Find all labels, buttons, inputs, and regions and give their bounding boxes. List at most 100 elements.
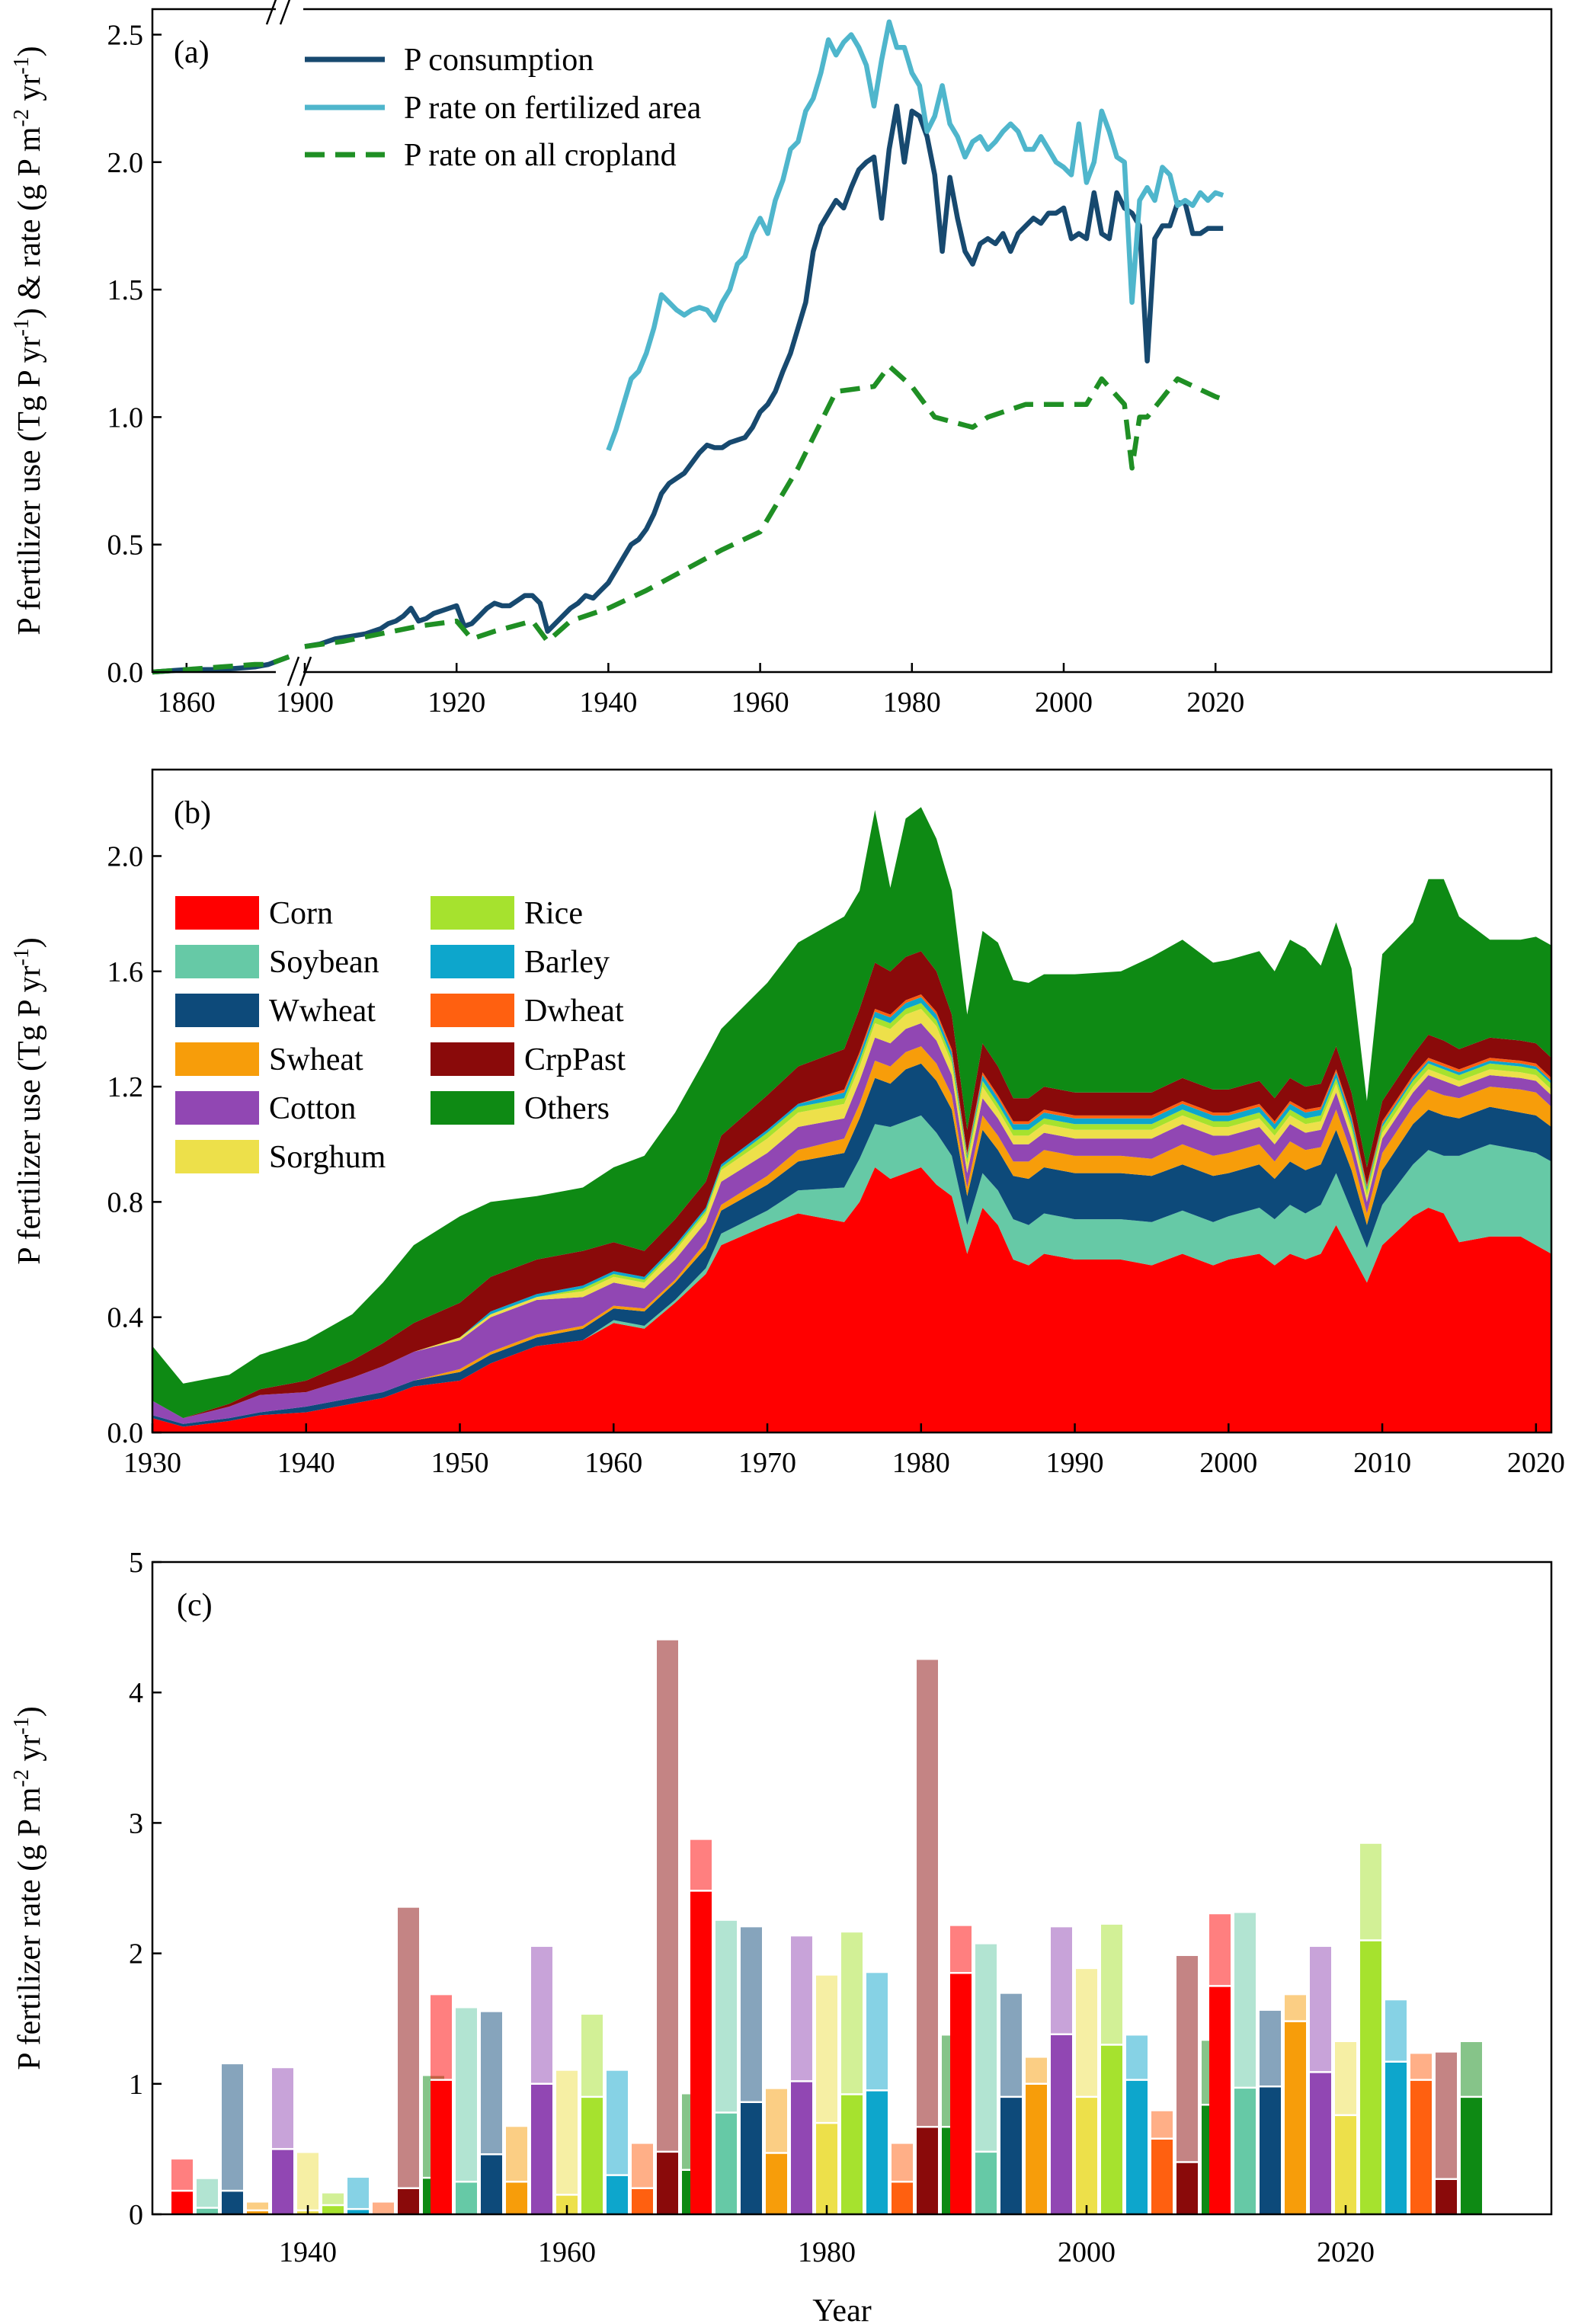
bar-cropland-rice-1940 [322,2205,344,2214]
panel-b-label: (b) [174,795,211,831]
area-wwheat [152,1063,1551,1427]
legend-swatch-rice [431,896,514,930]
bar-cropland-corn-2000 [950,1973,972,2214]
panel-c-ticks: 0 1 2 3 4 5 1940 1960 1980 2000 2020 [129,1547,1375,2268]
bar-cropland-barley-1960 [607,2175,628,2214]
legend-swatch-swheat [175,1042,259,1076]
panel-b-xtick-label: 2000 [1199,1447,1257,1479]
bar-cropland-swheat-2020 [1285,2021,1306,2214]
bar-cropland-corn-1960 [431,2079,452,2214]
panel-b-xtick-label: 1990 [1046,1447,1104,1479]
legend-swatch-barley [431,945,514,978]
legend-label-cotton: Cotton [269,1091,356,1126]
bar-cropland-corn-2020 [1209,1986,1231,2214]
panel-c-xtick-label: 1940 [279,2236,337,2268]
panel-a-ytick-label: 0.0 [107,657,144,689]
panel-b-areas [152,807,1551,1432]
bar-cropland-cotton-2020 [1310,2072,1331,2214]
panel-b-xtick-label: 1950 [431,1447,489,1479]
panel-b-ytick-label: 0.4 [107,1302,144,1334]
bar-cropland-soybean-2000 [975,2151,997,2214]
panel-a-xtick-label: 2020 [1186,687,1244,719]
legend-label-wwheat: Wwheat [269,994,376,1029]
bar-cropland-cotton-2000 [1051,2034,1072,2214]
panel-b-ytick-label: 2.0 [107,840,144,872]
panel-c-ytick-label: 2 [129,1938,143,1970]
panel-a-series [152,19,1224,675]
area-others [152,807,1551,1419]
bar-cropland-crppast-1940 [398,2188,419,2214]
panel-a-xtick-label: 2000 [1035,687,1093,719]
panel-c-ytick-label: 5 [129,1547,143,1579]
area-sorghum [152,1009,1551,1419]
bar-cropland-corn-1980 [690,1890,712,2214]
bar-fertilized-dwheat-1940 [373,2202,394,2214]
panel-c-ytick-label: 4 [129,1677,143,1709]
bar-cropland-dwheat-1960 [632,2188,653,2214]
bar-cropland-barley-2020 [1385,2061,1407,2214]
legend-label-p-rate-fertilized: P rate on fertilized area [404,91,702,126]
bar-cropland-soybean-1980 [715,2112,737,2214]
bar-cropland-cotton-1960 [531,2083,552,2214]
bar-cropland-wwheat-1940 [222,2191,243,2214]
legend-swatch-soybean [175,945,259,978]
panel-a-xtick-label: 1980 [883,687,941,719]
panel-a-ytick-label: 2.0 [107,147,144,179]
legend-label-sorghum: Sorghum [269,1140,386,1175]
panel-b-xtick-label: 1980 [892,1447,950,1479]
panel-a-ytick-label: 0.5 [107,530,144,562]
series-line-p-rate-on-all-cropland [304,363,1224,649]
bar-cropland-dwheat-1980 [892,2182,913,2214]
panel-c-ylabel: P fertilizer rate (g P m-2 yr-1) [10,1706,48,2070]
legend-swatch-corn [175,896,259,930]
bar-cropland-crppast-2020 [1436,2178,1457,2214]
area-corn [152,1167,1551,1432]
panel-a-xtick-label: 1900 [276,687,334,719]
bar-cropland-barley-1940 [347,2209,369,2214]
legend-swatch-dwheat [431,994,514,1027]
panel-b-xtick-label: 1940 [277,1447,335,1479]
panel-a-xtick-label: 1860 [158,687,216,719]
panel-c-xtick-label: 1960 [538,2236,596,2268]
bar-fertilized-soybean-1960 [456,2008,477,2214]
panel-b-ylabel: P fertilizer use (Tg P yr-1) [10,937,48,1265]
bar-cropland-wwheat-1960 [481,2154,502,2214]
legend-swatch-crppast [431,1042,514,1076]
panel-b-ytick-label: 1.6 [107,956,144,988]
panel-a-ylabel: P fertilizer use (Tg P yr-1) & rate (g P… [10,46,48,635]
bar-cropland-rice-2000 [1101,2044,1122,2214]
bar-cropland-swheat-1940 [247,2210,268,2214]
series-line-p-consumption [152,654,290,675]
panel-a-xtick-label: 1960 [731,687,789,719]
bar-cropland-dwheat-2000 [1151,2138,1173,2214]
legend-label-corn: Corn [269,896,333,931]
panel-c-frame [151,1561,1553,2216]
bar-cropland-sorghum-2020 [1335,2114,1356,2214]
panel-a-xtick-label: 1920 [427,687,485,719]
bar-fertilized-crppast-1960 [657,1640,678,2214]
panel-b-xtick-label: 1930 [123,1447,181,1479]
legend-label-p-rate-cropland: P rate on all cropland [404,138,677,173]
bar-cropland-rice-1960 [581,2096,603,2214]
panel-b-xtick-label: 2020 [1507,1447,1565,1479]
series-line-p-consumption [304,103,1224,649]
bar-fertilized-sorghum-1960 [556,2070,578,2214]
legend-swatch-others [431,1091,514,1125]
series-line-p-rate-on-fertilized-area [606,19,1224,452]
panel-c-xtick-label: 2000 [1058,2236,1116,2268]
panel-a-legend: P consumption P rate on fertilized area … [305,43,702,173]
panel-b-xtick-label: 1960 [584,1447,642,1479]
bar-fertilized-sorghum-1940 [297,2153,319,2214]
bar-cropland-swheat-1960 [506,2182,527,2214]
bar-cropland-soybean-1940 [197,2207,218,2214]
legend-swatch-cotton [175,1091,259,1125]
panel-b-ytick-label: 0.0 [107,1417,144,1449]
bar-cropland-cotton-1940 [272,2149,293,2214]
bar-cropland-crppast-1980 [917,2127,938,2214]
bar-fertilized-crppast-1940 [398,1907,419,2214]
panel-a-ticks: 0.0 0.5 1.0 1.5 2.0 2.5 1860 1900 1920 1940 1960 19… [107,19,1245,719]
bar-cropland-rice-1980 [841,2094,863,2214]
bar-fertilized-crppast-1980 [917,1660,938,2214]
bar-cropland-sorghum-1980 [816,2123,837,2214]
